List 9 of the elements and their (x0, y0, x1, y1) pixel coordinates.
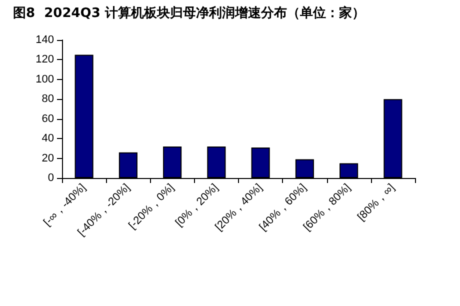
y-tick-label: 0 (48, 172, 54, 184)
chart-title: 图8 2024Q3 计算机板块归母净利润增速分布（单位：家） (13, 5, 365, 21)
y-tick-label: 40 (42, 132, 54, 145)
y-tick-label: 20 (42, 152, 54, 164)
y-tick-label: 80 (42, 93, 54, 106)
y-tick-label: 60 (42, 112, 54, 125)
y-tick-label: 120 (36, 54, 54, 66)
y-tick-label: 140 (36, 34, 54, 46)
y-tick-label: 100 (36, 73, 54, 86)
